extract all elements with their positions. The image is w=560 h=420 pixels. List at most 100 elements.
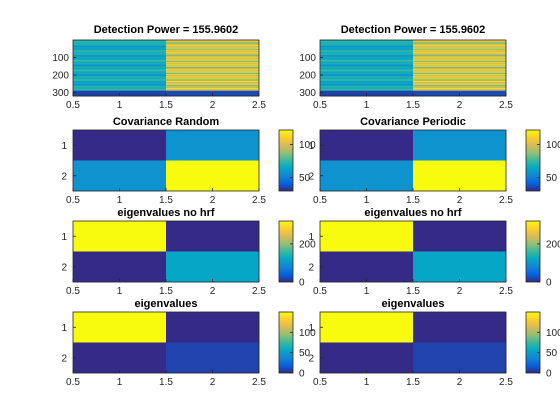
colorbar-tick-label: 100 — [299, 140, 316, 151]
colorbar-frame — [525, 220, 541, 283]
panel-title: eigenvalues no hrf — [364, 207, 462, 219]
image-band — [73, 74, 166, 76]
image-band — [413, 51, 506, 53]
colorbar-tick-label: 0 — [546, 278, 552, 289]
image-band — [320, 53, 413, 55]
y-tick-label: 2 — [61, 353, 67, 364]
image-band — [166, 88, 259, 90]
image-band — [73, 76, 166, 79]
image-band — [166, 51, 259, 53]
x-tick-label: 1 — [364, 195, 370, 206]
panel-eigenvalues-no-hrf-right: eigenvalues no hrf 0.5 1 1.5 2 2.5 1 2 0 200 — [308, 207, 560, 297]
image-band — [166, 83, 259, 86]
image-band — [413, 75, 506, 78]
image-band — [413, 71, 506, 73]
image-band — [320, 61, 413, 63]
image-band — [73, 65, 166, 67]
heatmap-cell — [166, 160, 260, 192]
image-band — [413, 47, 506, 50]
x-tick-label: 2 — [457, 100, 463, 111]
image-band — [166, 70, 259, 72]
image-band — [166, 54, 259, 56]
image-band — [320, 72, 413, 74]
image-band — [166, 73, 259, 75]
heatmap-cell — [73, 130, 167, 161]
x-tick-label: 0.5 — [313, 195, 327, 206]
image-band — [73, 89, 166, 91]
image-band — [166, 66, 259, 68]
image-band — [166, 90, 259, 93]
image-band — [320, 41, 413, 44]
x-tick-label: 0.5 — [313, 377, 327, 388]
image-band — [166, 55, 259, 58]
heatmap-cell — [166, 130, 260, 161]
image-band — [413, 41, 506, 44]
image-band — [73, 41, 166, 44]
image-band — [73, 87, 166, 89]
image-band — [166, 82, 259, 84]
image-band — [166, 48, 259, 51]
image-band — [413, 73, 506, 75]
image-band — [320, 75, 413, 77]
panel-covariance-periodic: Covariance Periodic 0.5 1 1.5 2 2.5 1 2 50 100 — [308, 116, 560, 206]
image-band — [413, 68, 506, 71]
image-band — [73, 89, 166, 92]
image-band — [320, 75, 413, 78]
colorbar-frame — [525, 311, 541, 374]
colorbar-tick-label: 50 — [546, 173, 558, 184]
image-band — [73, 51, 166, 53]
y-tick-label: 2 — [61, 262, 67, 273]
image-band — [166, 47, 259, 50]
image-band — [73, 86, 166, 88]
image-band — [73, 80, 166, 82]
image-band — [166, 57, 259, 59]
image-band — [166, 87, 259, 89]
image-band — [320, 58, 413, 60]
image-band — [320, 49, 413, 51]
image-band — [413, 40, 506, 43]
colorbar-gradient — [526, 130, 540, 191]
image-band — [413, 64, 506, 66]
image-band — [73, 71, 166, 73]
image-band — [73, 69, 166, 72]
image-band — [166, 53, 259, 55]
image-band — [73, 47, 166, 50]
image-band — [73, 75, 166, 77]
image-band — [413, 84, 506, 86]
x-tick-label: 1 — [364, 377, 370, 388]
heatmap-cell — [320, 342, 414, 374]
heatmap-cell — [73, 251, 167, 283]
image-band — [320, 55, 413, 58]
image-band — [320, 43, 413, 45]
colorbar-gradient — [526, 312, 540, 373]
image-band — [73, 48, 166, 51]
image-band — [320, 62, 413, 65]
image-band — [320, 59, 413, 61]
image-band — [413, 81, 506, 83]
colorbar-tick-label: 100 — [299, 328, 316, 339]
image-band — [413, 54, 506, 57]
image-band — [166, 89, 259, 91]
image-band — [73, 62, 166, 65]
image-band — [166, 68, 259, 71]
image-band — [166, 43, 259, 45]
image-band — [413, 66, 506, 68]
heatmap-cell — [320, 251, 414, 283]
heatmap-cell — [166, 342, 260, 374]
image-band — [73, 68, 166, 71]
image-band — [166, 59, 259, 61]
x-tick-label: 1.5 — [159, 195, 173, 206]
image-band — [413, 44, 506, 46]
image-band — [320, 81, 413, 83]
image-band — [320, 90, 413, 93]
image-band — [166, 58, 259, 60]
image-band — [320, 56, 413, 58]
image-band — [73, 54, 166, 56]
image-band — [413, 87, 506, 89]
image-band — [413, 86, 506, 88]
image-band — [320, 89, 413, 92]
heatmap-cell — [413, 342, 507, 374]
image-band — [320, 63, 413, 65]
image-band — [73, 78, 166, 80]
